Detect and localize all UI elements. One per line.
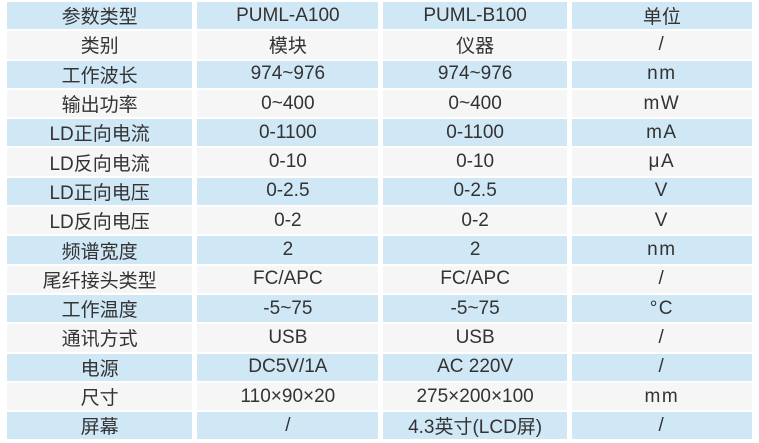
puml-a100-value: 110×90×20 bbox=[197, 382, 379, 411]
param-name-cell: 工作波长 bbox=[7, 60, 193, 88]
puml-b100-value: 0-10 bbox=[383, 148, 567, 176]
puml-b100-value: 仪器 bbox=[383, 31, 567, 59]
param-name-cell: 尺寸 bbox=[7, 382, 193, 411]
puml-b100-value: 0-2.5 bbox=[383, 177, 567, 206]
puml-a100-value: FC/APC bbox=[197, 265, 379, 293]
puml-b100-value: 2 bbox=[383, 236, 567, 264]
puml-a100-value: 0-2 bbox=[197, 207, 379, 235]
unit-cell: nm bbox=[571, 60, 752, 88]
unit-cell: / bbox=[571, 353, 752, 381]
param-name-cell: 屏幕 bbox=[7, 412, 193, 440]
column-header-param: 参数类型 bbox=[7, 2, 193, 30]
puml-a100-value: -5~75 bbox=[197, 294, 379, 323]
puml-b100-value: 974~976 bbox=[383, 60, 567, 88]
table-row: 工作波长 974~976 974~976 nm bbox=[7, 60, 752, 88]
table-row: 类别 模块 仪器 / bbox=[7, 31, 752, 59]
unit-cell: V bbox=[571, 177, 752, 206]
puml-b100-value: AC 220V bbox=[383, 353, 567, 381]
param-name-cell: 类别 bbox=[7, 31, 193, 59]
table-row: LD反向电压 0-2 0-2 V bbox=[7, 207, 752, 235]
table-row: 屏幕 / 4.3英寸(LCD屏) / bbox=[7, 412, 752, 440]
puml-b100-value: USB bbox=[383, 324, 567, 352]
table-row: LD反向电流 0-10 0-10 μA bbox=[7, 148, 752, 176]
puml-b100-value: 275×200×100 bbox=[383, 382, 567, 411]
param-name-cell: 尾纤接头类型 bbox=[7, 265, 193, 293]
param-name-cell: 频谱宽度 bbox=[7, 236, 193, 264]
puml-a100-value: 0-10 bbox=[197, 148, 379, 176]
column-header-unit: 单位 bbox=[571, 2, 752, 30]
puml-a100-value: 0-1100 bbox=[197, 119, 379, 147]
puml-b100-value: 0~400 bbox=[383, 89, 567, 118]
puml-b100-value: 0-2 bbox=[383, 207, 567, 235]
puml-b100-value: 0-1100 bbox=[383, 119, 567, 147]
header-row: 参数类型 PUML-A100 PUML-B100 单位 bbox=[7, 2, 752, 30]
unit-cell: nm bbox=[571, 236, 752, 264]
puml-a100-value: 0~400 bbox=[197, 89, 379, 118]
unit-cell: °C bbox=[571, 294, 752, 323]
param-name-cell: 输出功率 bbox=[7, 89, 193, 118]
column-header-puml-b100: PUML-B100 bbox=[383, 2, 567, 30]
unit-cell: mA bbox=[571, 119, 752, 147]
table-row: 频谱宽度 2 2 nm bbox=[7, 236, 752, 264]
puml-a100-value: 模块 bbox=[197, 31, 379, 59]
table-row: 尺寸 110×90×20 275×200×100 mm bbox=[7, 382, 752, 411]
puml-b100-value: -5~75 bbox=[383, 294, 567, 323]
unit-cell: μA bbox=[571, 148, 752, 176]
puml-a100-value: USB bbox=[197, 324, 379, 352]
table-row: 工作温度 -5~75 -5~75 °C bbox=[7, 294, 752, 323]
param-name-cell: 通讯方式 bbox=[7, 324, 193, 352]
param-name-cell: 工作温度 bbox=[7, 294, 193, 323]
param-name-cell: LD反向电流 bbox=[7, 148, 193, 176]
puml-a100-value: / bbox=[197, 412, 379, 440]
unit-cell: / bbox=[571, 412, 752, 440]
puml-b100-value: 4.3英寸(LCD屏) bbox=[383, 412, 567, 440]
puml-a100-value: DC5V/1A bbox=[197, 353, 379, 381]
unit-cell: V bbox=[571, 207, 752, 235]
puml-a100-value: 2 bbox=[197, 236, 379, 264]
column-header-puml-a100: PUML-A100 bbox=[197, 2, 379, 30]
table-row: LD正向电流 0-1100 0-1100 mA bbox=[7, 119, 752, 147]
table-row: 通讯方式 USB USB / bbox=[7, 324, 752, 352]
table-row: LD正向电压 0-2.5 0-2.5 V bbox=[7, 177, 752, 206]
table-row: 输出功率 0~400 0~400 mW bbox=[7, 89, 752, 118]
unit-cell: mW bbox=[571, 89, 752, 118]
unit-cell: / bbox=[571, 324, 752, 352]
param-name-cell: LD正向电流 bbox=[7, 119, 193, 147]
param-name-cell: LD反向电压 bbox=[7, 207, 193, 235]
puml-b100-value: FC/APC bbox=[383, 265, 567, 293]
puml-a100-value: 974~976 bbox=[197, 60, 379, 88]
unit-cell: / bbox=[571, 265, 752, 293]
unit-cell: / bbox=[571, 31, 752, 59]
param-name-cell: LD正向电压 bbox=[7, 177, 193, 206]
table-row: 尾纤接头类型 FC/APC FC/APC / bbox=[7, 265, 752, 293]
unit-cell: mm bbox=[571, 382, 752, 411]
table-row: 电源 DC5V/1A AC 220V / bbox=[7, 353, 752, 381]
puml-a100-value: 0-2.5 bbox=[197, 177, 379, 206]
param-name-cell: 电源 bbox=[7, 353, 193, 381]
